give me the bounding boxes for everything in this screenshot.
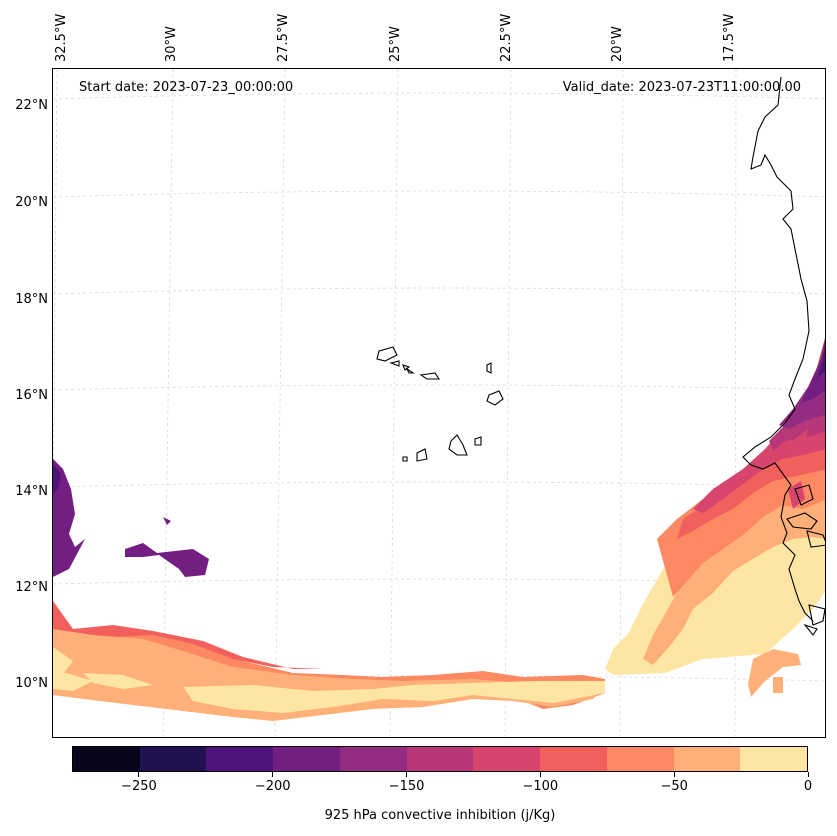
island-maio xyxy=(474,436,482,446)
colorbar xyxy=(72,746,808,772)
colorbar-cell-3 xyxy=(273,747,340,771)
coastline-gambia-guinea xyxy=(786,484,825,548)
colorbar-tick-label: −100 xyxy=(522,779,559,794)
colorbar-tick-mark xyxy=(673,772,675,777)
lon-label-22-5w: 22.5°W xyxy=(499,13,514,62)
colorbar-cell-0 xyxy=(73,747,140,771)
colorbar-tick-mark xyxy=(406,772,408,777)
gridline-lat-14n xyxy=(53,481,825,488)
colorbar-cell-1 xyxy=(139,747,207,771)
cin-east-southern xyxy=(748,649,801,697)
cin-patch-small xyxy=(163,517,171,525)
lat-label-22n: 22°N xyxy=(15,98,48,113)
gridline-lat-12n xyxy=(53,578,825,585)
colorbar-tick-label: −200 xyxy=(254,779,291,794)
colorbar-cell-9 xyxy=(673,747,741,771)
colorbar-cell-10 xyxy=(740,747,808,771)
cin-field-east xyxy=(605,337,825,697)
gridline-lon-30w xyxy=(162,69,174,737)
colorbar-cell-5 xyxy=(406,747,474,771)
lat-label-10n: 10°N xyxy=(15,676,48,691)
cin-east-spots xyxy=(788,429,808,509)
island-sao-nicolau xyxy=(419,372,441,380)
cin-field-south xyxy=(53,601,605,721)
cin-east-l8 xyxy=(801,340,825,403)
map-panel: Start date: 2023-07-23_00:00:00 Valid_da… xyxy=(52,68,826,738)
cin-east-speck xyxy=(773,677,783,693)
colorbar-cell-4 xyxy=(339,747,407,771)
gridline-lat-20n xyxy=(53,190,825,198)
valid-date-text: Valid_date: 2023-07-23T11:00:00.00 xyxy=(563,80,801,95)
lat-label-20n: 20°N xyxy=(15,195,48,210)
gridline-lon-22-5w xyxy=(504,69,512,737)
lat-label-16n: 16°N xyxy=(15,388,48,403)
island-brava xyxy=(402,456,408,462)
gridline-lat-16n xyxy=(53,384,825,391)
island-sal xyxy=(486,362,492,374)
colorbar-tick-label: −250 xyxy=(121,779,157,794)
lat-label-14n: 14°N xyxy=(15,484,48,499)
island-boa-vista xyxy=(486,390,504,406)
colorbar-cell-8 xyxy=(606,747,674,771)
colorbar-tick-label: 0 xyxy=(803,779,813,794)
cin-patch-west-core xyxy=(53,464,61,494)
cin-east-base xyxy=(605,337,825,675)
colorbar-tick-label: −50 xyxy=(660,779,688,794)
lon-label-27-5w: 27.5°W xyxy=(276,13,291,62)
colorbar-cell-6 xyxy=(473,747,541,771)
colorbar-tick-mark xyxy=(272,772,274,777)
gridline-lat-18n xyxy=(53,287,825,295)
lon-label-17-5w: 17.5°W xyxy=(722,13,737,62)
lat-label-12n: 12°N xyxy=(15,580,48,595)
cin-field-west xyxy=(53,459,209,577)
island-sao-vicente xyxy=(389,360,415,374)
gridline-lat-22n xyxy=(53,92,825,100)
cin-east-l6 xyxy=(769,338,825,451)
cin-band-core xyxy=(53,647,605,713)
colorbar-cell-2 xyxy=(206,747,274,771)
island-fogo xyxy=(416,448,428,462)
lon-label-20w: 20°W xyxy=(610,26,625,62)
gridline-lon-25w xyxy=(389,69,399,737)
gridline-lon-20w xyxy=(619,69,624,737)
cin-band-core-w xyxy=(53,669,93,691)
cin-patch-mid xyxy=(125,543,209,577)
island-santo-antao xyxy=(376,346,398,362)
cin-east-l7 xyxy=(779,340,825,429)
gridline-lon-27-5w xyxy=(274,69,286,737)
cin-east-l9 xyxy=(817,345,825,379)
colorbar-cell-7 xyxy=(540,747,607,771)
start-date-text: Start date: 2023-07-23_00:00:00 xyxy=(79,80,293,95)
lon-label-32-5w: 32.5°W xyxy=(54,13,69,62)
coastline-west-africa xyxy=(742,76,814,622)
colorbar-label: 925 hPa convective inhibition (j/Kg) xyxy=(324,808,556,823)
lat-label-18n: 18°N xyxy=(15,292,48,307)
colorbar-tick-mark xyxy=(807,772,809,777)
lon-label-30w: 30°W xyxy=(164,26,179,62)
lon-label-25w: 25°W xyxy=(388,26,403,62)
colorbar-tick-mark xyxy=(138,772,140,777)
colorbar-tick-mark xyxy=(539,772,541,777)
coastline-bijagos xyxy=(803,604,825,636)
cin-east-l2 xyxy=(643,339,825,665)
cin-band-edge xyxy=(53,601,323,669)
map-canvas: Start date: 2023-07-23_00:00:00 Valid_da… xyxy=(53,69,825,737)
cape-verde-islands xyxy=(376,346,504,462)
island-santiago xyxy=(448,434,468,456)
cin-patch-west-edge xyxy=(53,459,85,577)
cin-east-l3 xyxy=(657,338,825,597)
colorbar-tick-label: −150 xyxy=(388,779,425,794)
coastlines xyxy=(742,76,825,636)
